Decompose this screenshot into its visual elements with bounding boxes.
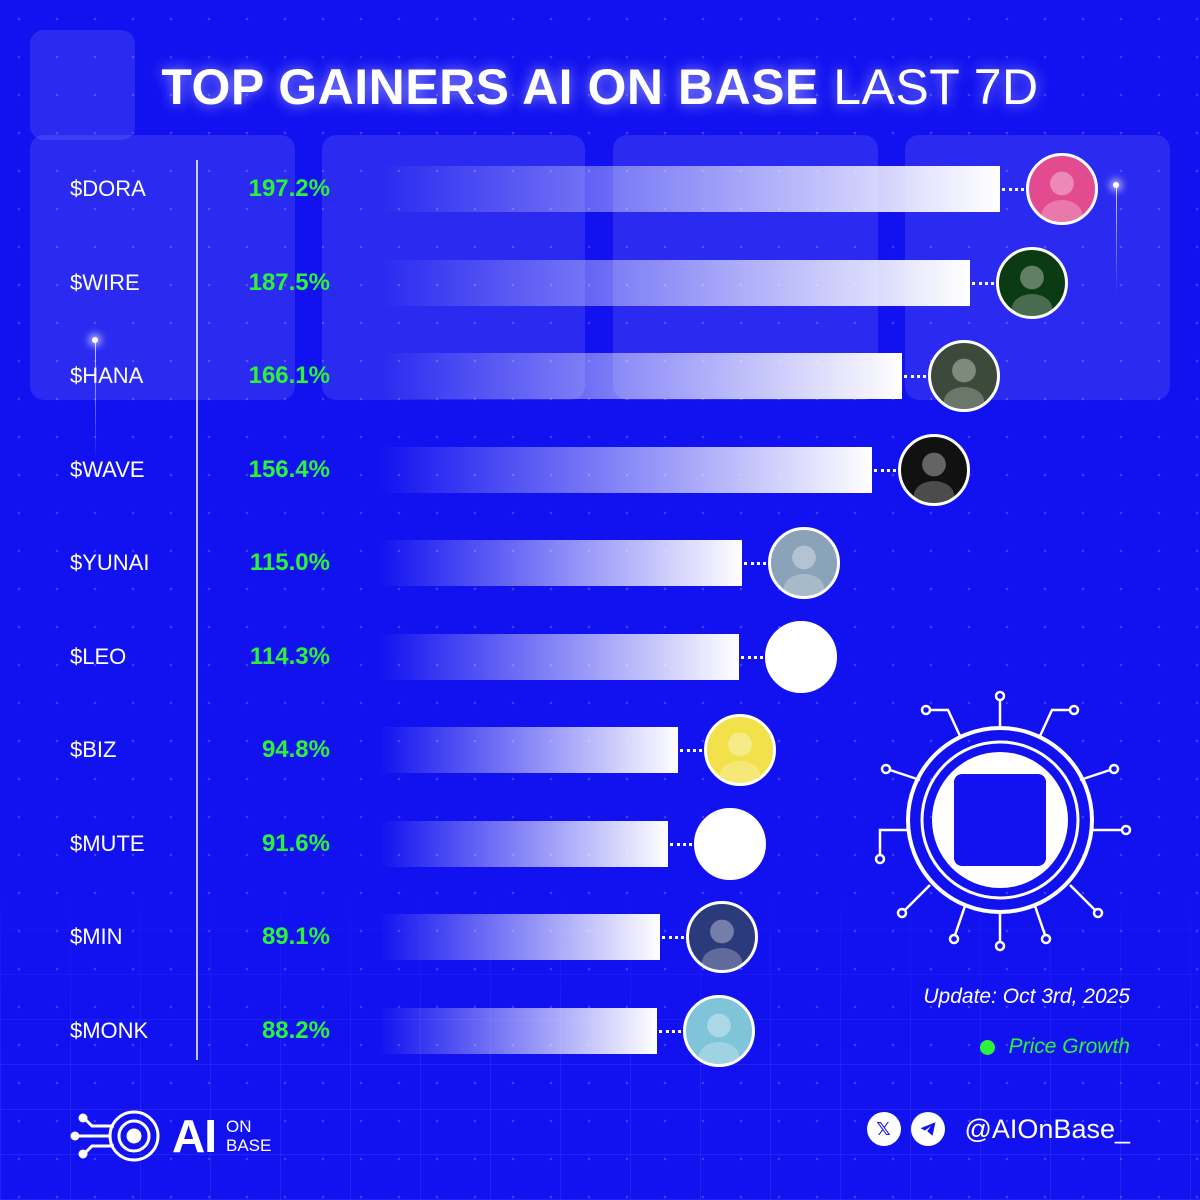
ticker-label: $MIN — [70, 924, 123, 949]
ai-chip-icon — [874, 690, 1132, 952]
glow-line-left — [95, 340, 96, 460]
hana-avatar-icon — [928, 340, 1001, 412]
mute-avatar-icon — [693, 807, 766, 880]
glow-dot-right — [1113, 182, 1119, 188]
bar-connector — [1002, 188, 1024, 191]
ticker-label: $MONK — [70, 1017, 149, 1043]
bar-connector — [971, 281, 994, 285]
telegram-icon[interactable] — [910, 1112, 945, 1146]
bar-connector — [873, 468, 896, 472]
biz-avatar-icon — [704, 714, 777, 786]
bar-connector — [669, 842, 692, 846]
yunai-avatar-icon — [767, 527, 840, 599]
value-label: 166.1% — [248, 362, 330, 389]
value-label: 187.5% — [248, 268, 330, 296]
bar — [380, 727, 679, 773]
x-icon[interactable]: 𝕏 — [866, 1112, 901, 1146]
background-panel-left-tall — [30, 135, 295, 400]
legend: Price Growth — [979, 1035, 1130, 1059]
axis-line — [196, 160, 198, 1060]
bar-connector — [659, 1029, 682, 1033]
update-date: Update: Oct 3rd, 2025 — [923, 985, 1130, 1008]
chart-title-light: LAST 7D — [833, 59, 1039, 115]
bar — [380, 166, 1000, 212]
bar — [380, 633, 740, 680]
value-label: 115.0% — [249, 549, 330, 576]
value-label: 89.1% — [261, 923, 330, 950]
background-panel-left — [30, 30, 135, 140]
social-bar: 𝕏 @AIOnBase_ — [866, 1112, 1131, 1146]
ticker-label: $DORA — [70, 176, 146, 201]
social-handle[interactable]: @AIOnBase_ — [964, 1113, 1131, 1144]
glow-dot-left — [92, 337, 98, 343]
chart-title: TOP GAINERS AI ON BASE LAST 7D — [0, 58, 1200, 116]
chart-title-bold: TOP GAINERS AI ON BASE — [161, 59, 819, 115]
bar-connector — [662, 936, 685, 939]
value-label: 94.8% — [261, 736, 330, 763]
legend-dot-icon — [979, 1039, 995, 1055]
dora-avatar-icon — [1026, 153, 1098, 225]
bar-connector — [741, 655, 764, 659]
brand-sub: ON BASE — [226, 1117, 271, 1155]
leo-avatar-icon — [765, 620, 838, 693]
brand-logo: AI ON BASE — [70, 1108, 271, 1164]
monk-avatar-icon — [683, 994, 756, 1067]
wave-avatar-icon — [897, 433, 970, 506]
min-avatar-icon — [686, 901, 759, 973]
value-label: 197.2% — [248, 175, 330, 202]
value-label: 156.4% — [248, 455, 330, 483]
value-label: 88.2% — [261, 1016, 330, 1044]
ticker-label: $BIZ — [70, 737, 117, 762]
glow-line-right — [1116, 185, 1117, 295]
legend-label: Price Growth — [1008, 1035, 1130, 1058]
bar — [380, 259, 970, 306]
brand-ai: AI — [172, 1110, 217, 1162]
wire-avatar-icon — [995, 246, 1068, 319]
bar — [380, 914, 661, 960]
bar-connector — [680, 749, 703, 752]
bar — [380, 820, 668, 867]
bar-connector — [743, 562, 766, 565]
bar-connector — [904, 375, 927, 378]
ticker-label: $LEO — [70, 643, 127, 669]
ticker-label: $WIRE — [70, 269, 140, 295]
brand-base: BASE — [226, 1136, 272, 1155]
ticker-label: $YUNAI — [70, 550, 150, 575]
ticker-label: $WAVE — [70, 456, 145, 482]
value-label: 91.6% — [261, 829, 330, 857]
bar — [380, 540, 742, 586]
bar — [380, 446, 872, 493]
ticker-label: $MUTE — [70, 830, 145, 856]
value-label: 114.3% — [249, 642, 330, 670]
bar — [380, 353, 903, 399]
brand-on: ON — [226, 1117, 252, 1136]
circuit-logo-icon — [70, 1110, 160, 1162]
ticker-label: $HANA — [70, 363, 144, 388]
bar — [380, 1007, 658, 1054]
